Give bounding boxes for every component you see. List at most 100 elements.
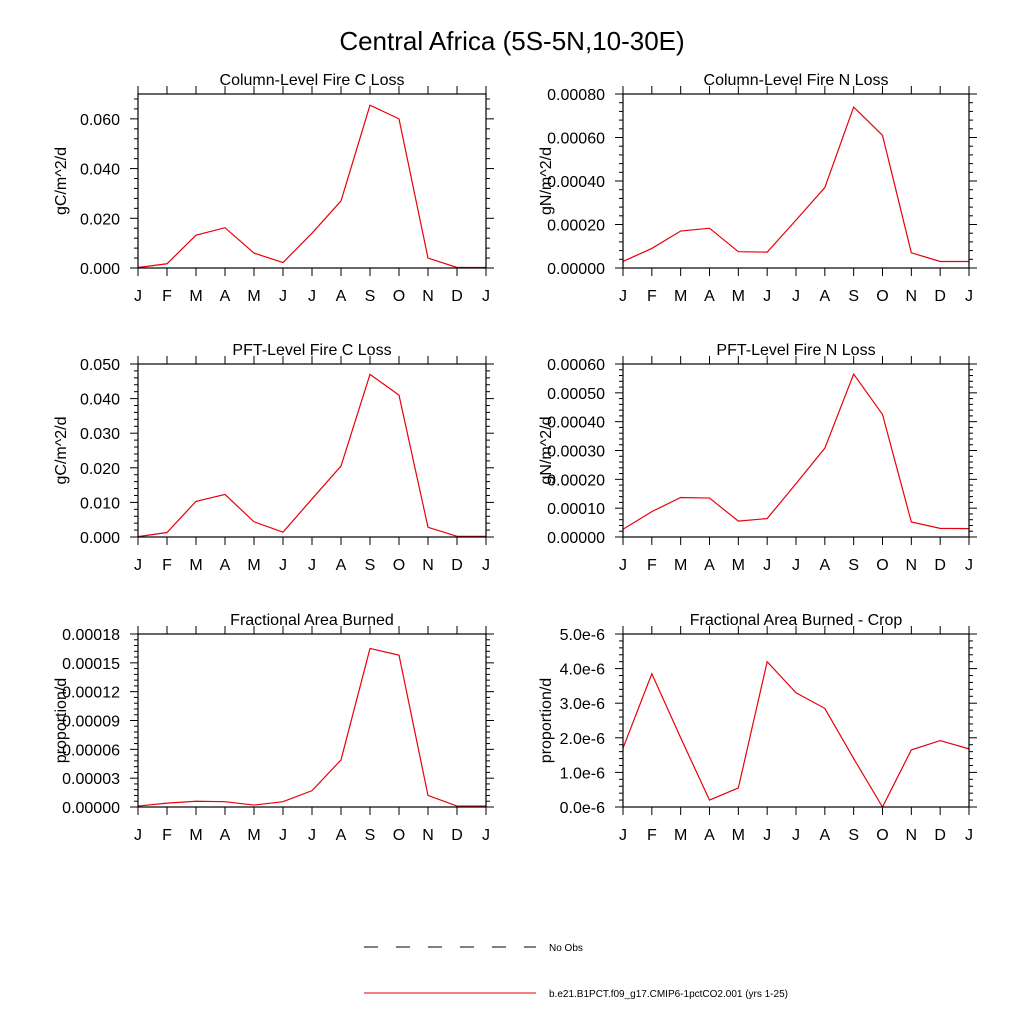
x-tick-label: M bbox=[732, 827, 745, 844]
y-tick-label: 0.00050 bbox=[547, 386, 605, 403]
y-tick-label: 0.00015 bbox=[62, 656, 120, 673]
chart-panel-5: Fractional Area Burnedproportion/d0.0000… bbox=[53, 612, 494, 844]
y-tick-label: 0.00060 bbox=[547, 357, 605, 374]
y-tick-label: 5.0e-6 bbox=[560, 627, 605, 644]
x-tick-label: J bbox=[619, 557, 627, 574]
chart-panel-4: PFT-Level Fire N Loss gN/m^2/d 0.00000 0.00… bbox=[538, 342, 977, 574]
y-axis-label: gN/m^2/d bbox=[538, 417, 555, 485]
x-tick-label: S bbox=[365, 827, 376, 844]
x-tick-label: J bbox=[134, 557, 142, 574]
y-tick-label: 0.000 bbox=[80, 261, 120, 278]
x-tick-label: O bbox=[393, 557, 405, 574]
y-tick-label: 0.020 bbox=[80, 461, 120, 478]
legend-label: No Obs bbox=[549, 943, 583, 954]
x-tick-label: J bbox=[763, 288, 771, 305]
x-tick-label: F bbox=[162, 288, 172, 305]
y-tick-label: 0.0e-6 bbox=[560, 800, 605, 817]
x-tick-label: M bbox=[189, 288, 202, 305]
x-tick-label: F bbox=[647, 557, 657, 574]
x-tick-label: J bbox=[792, 557, 800, 574]
y-tick-label: 0.00012 bbox=[62, 685, 120, 702]
x-tick-label: N bbox=[906, 557, 918, 574]
y-tick-label: 0.00030 bbox=[547, 444, 605, 461]
panel-title: PFT-Level Fire C Loss bbox=[232, 342, 391, 359]
panel-title: Column-Level Fire C Loss bbox=[220, 72, 405, 89]
x-tick-label: J bbox=[482, 288, 490, 305]
x-tick-label: J bbox=[619, 288, 627, 305]
series-line bbox=[622, 660, 970, 809]
chart-panel-2: Column-Level Fire N Loss gN/m^2/d 0.00000 0… bbox=[538, 72, 977, 305]
x-tick-label: J bbox=[134, 288, 142, 305]
x-tick-label: N bbox=[906, 827, 918, 844]
chart-panel-1: Column-Level Fire C Loss gC/m^2/d 0.000 0.0… bbox=[53, 72, 494, 305]
x-tick-label: A bbox=[220, 288, 231, 305]
x-tick-label: J bbox=[965, 557, 973, 574]
x-tick-label: D bbox=[934, 288, 946, 305]
x-tick-label: M bbox=[247, 827, 260, 844]
y-tick-label: 3.0e-6 bbox=[560, 696, 605, 713]
x-tick-label: S bbox=[365, 557, 376, 574]
x-tick-label: D bbox=[934, 827, 946, 844]
y-tick-label: 0.040 bbox=[80, 392, 120, 409]
x-tick-label: O bbox=[393, 288, 405, 305]
x-tick-label: A bbox=[819, 557, 830, 574]
y-tick-label: 4.0e-6 bbox=[560, 662, 605, 679]
x-tick-label: M bbox=[189, 827, 202, 844]
y-tick-label: 0.00040 bbox=[547, 174, 605, 191]
y-tick-label: 0.00000 bbox=[547, 530, 605, 547]
x-tick-label: A bbox=[336, 557, 347, 574]
chart-panels: Column-Level Fire C Loss gC/m^2/d 0.000 0.0… bbox=[53, 72, 977, 844]
legend: No Obs b.e21.B1PCT.f09_g17.CMIP6-1pctCO2.… bbox=[364, 943, 788, 1000]
x-tick-label: A bbox=[704, 288, 715, 305]
y-tick-label: 0.00060 bbox=[547, 131, 605, 148]
y-tick-label: 0.000 bbox=[80, 530, 120, 547]
y-axis-label: gC/m^2/d bbox=[53, 147, 70, 215]
x-tick-label: S bbox=[848, 557, 859, 574]
x-tick-label: J bbox=[308, 827, 316, 844]
x-tick-label: S bbox=[848, 827, 859, 844]
panel-title: Fractional Area Burned - Crop bbox=[690, 612, 903, 629]
plot-frame bbox=[622, 633, 970, 808]
y-tick-label: 0.00003 bbox=[62, 771, 120, 788]
x-tick-label: A bbox=[336, 827, 347, 844]
x-tick-label: A bbox=[704, 557, 715, 574]
x-tick-label: J bbox=[279, 557, 287, 574]
x-tick-label: J bbox=[308, 288, 316, 305]
y-tick-label: 0.050 bbox=[80, 357, 120, 374]
x-tick-label: J bbox=[279, 827, 287, 844]
x-tick-label: A bbox=[819, 827, 830, 844]
x-tick-label: F bbox=[647, 827, 657, 844]
x-tick-label: M bbox=[189, 557, 202, 574]
x-tick-label: J bbox=[134, 827, 142, 844]
series-line bbox=[622, 105, 969, 263]
panel-title: PFT-Level Fire N Loss bbox=[716, 342, 875, 359]
x-tick-label: J bbox=[965, 288, 973, 305]
y-axis-label: gC/m^2/d bbox=[53, 417, 70, 485]
series-line bbox=[137, 373, 486, 538]
chart-panel-6: Fractional Area Burned - Crop proportion/… bbox=[538, 612, 977, 844]
panel-title: Fractional Area Burned bbox=[230, 612, 394, 629]
x-tick-label: O bbox=[876, 827, 888, 844]
x-tick-label: S bbox=[365, 288, 376, 305]
y-tick-label: 0.030 bbox=[80, 426, 120, 443]
plot-frame bbox=[137, 633, 487, 808]
plot-frame bbox=[137, 93, 487, 269]
y-tick-label: 0.00020 bbox=[547, 218, 605, 235]
x-tick-label: F bbox=[162, 827, 172, 844]
x-tick-label: J bbox=[763, 557, 771, 574]
x-tick-label: A bbox=[336, 288, 347, 305]
x-tick-label: S bbox=[848, 288, 859, 305]
y-tick-label: 0.00080 bbox=[547, 87, 605, 104]
x-tick-label: A bbox=[220, 827, 231, 844]
x-tick-label: F bbox=[647, 288, 657, 305]
y-tick-label: 0.00000 bbox=[547, 261, 605, 278]
x-tick-label: A bbox=[704, 827, 715, 844]
y-tick-label: 2.0e-6 bbox=[560, 731, 605, 748]
plot-frame bbox=[622, 93, 970, 269]
y-tick-label: 0.00010 bbox=[547, 501, 605, 518]
y-tick-label: 0.00020 bbox=[547, 472, 605, 489]
x-tick-label: M bbox=[732, 288, 745, 305]
chart-panel-3: PFT-Level Fire C Loss gC/m^2/d 0.000 0.010 0… bbox=[53, 342, 494, 574]
x-tick-label: A bbox=[819, 288, 830, 305]
y-tick-label: 0.020 bbox=[80, 211, 120, 228]
